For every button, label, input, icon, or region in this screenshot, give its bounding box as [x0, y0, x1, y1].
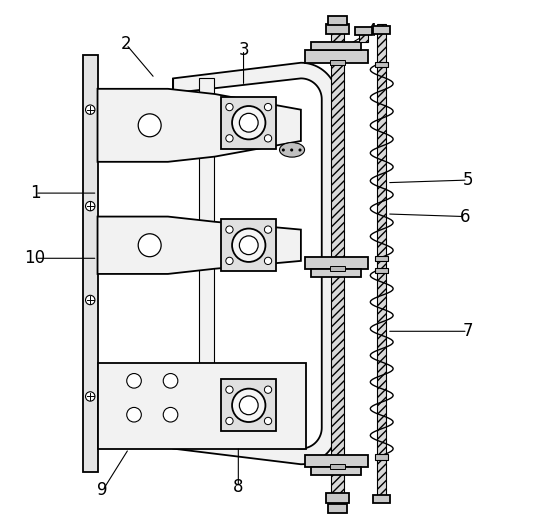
- Circle shape: [138, 234, 161, 257]
- Circle shape: [85, 105, 95, 114]
- Bar: [330, 60, 344, 65]
- Circle shape: [163, 407, 178, 422]
- Bar: [305, 257, 367, 269]
- Bar: [373, 26, 390, 34]
- Bar: [331, 24, 344, 501]
- Text: 3: 3: [238, 41, 249, 58]
- Bar: [326, 24, 349, 34]
- Bar: [305, 50, 367, 63]
- Circle shape: [226, 257, 233, 265]
- Text: 10: 10: [25, 249, 45, 267]
- Circle shape: [239, 236, 258, 255]
- Circle shape: [226, 226, 233, 233]
- Circle shape: [85, 392, 95, 401]
- Circle shape: [239, 113, 258, 132]
- Bar: [328, 16, 347, 25]
- Bar: [222, 379, 276, 432]
- Polygon shape: [98, 363, 306, 448]
- Bar: [83, 55, 98, 472]
- Circle shape: [163, 374, 178, 388]
- Bar: [222, 219, 276, 271]
- Text: 6: 6: [460, 208, 470, 226]
- Text: 8: 8: [233, 477, 244, 496]
- Text: 2: 2: [121, 35, 131, 54]
- Circle shape: [239, 396, 258, 415]
- Bar: [311, 42, 362, 50]
- Circle shape: [264, 135, 272, 142]
- Polygon shape: [98, 217, 301, 274]
- Circle shape: [226, 386, 233, 393]
- Polygon shape: [98, 89, 301, 162]
- Circle shape: [264, 417, 272, 425]
- Circle shape: [226, 417, 233, 425]
- Bar: [222, 96, 276, 149]
- Circle shape: [264, 257, 272, 265]
- Ellipse shape: [279, 142, 304, 157]
- Polygon shape: [173, 63, 337, 464]
- Text: 9: 9: [98, 481, 108, 499]
- Circle shape: [232, 229, 265, 262]
- Bar: [375, 62, 388, 67]
- Circle shape: [232, 388, 265, 422]
- Bar: [311, 467, 362, 475]
- Bar: [375, 454, 388, 460]
- Bar: [375, 256, 388, 261]
- Circle shape: [226, 103, 233, 111]
- Bar: [199, 79, 214, 363]
- Circle shape: [127, 374, 142, 388]
- Bar: [375, 268, 388, 273]
- Bar: [355, 27, 372, 35]
- Text: 4: 4: [366, 23, 376, 41]
- Circle shape: [226, 135, 233, 142]
- Bar: [359, 34, 368, 42]
- Text: 1: 1: [30, 184, 40, 202]
- Circle shape: [85, 201, 95, 211]
- Bar: [373, 495, 390, 503]
- Circle shape: [127, 407, 142, 422]
- Circle shape: [232, 106, 265, 140]
- Circle shape: [264, 226, 272, 233]
- Text: 5: 5: [462, 171, 473, 189]
- Bar: [377, 24, 387, 501]
- Circle shape: [264, 103, 272, 111]
- Bar: [305, 455, 367, 467]
- Bar: [330, 464, 344, 470]
- Bar: [328, 504, 347, 513]
- Text: 7: 7: [462, 323, 473, 340]
- Circle shape: [264, 386, 272, 393]
- Bar: [326, 493, 349, 503]
- Bar: [311, 269, 362, 277]
- Circle shape: [85, 295, 95, 305]
- Bar: [330, 266, 344, 271]
- Circle shape: [138, 114, 161, 137]
